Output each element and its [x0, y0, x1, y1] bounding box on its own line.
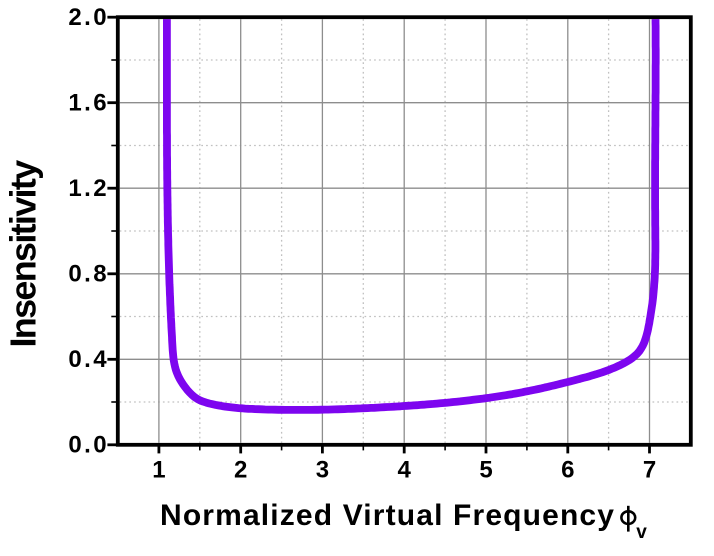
svg-text:v: v [636, 522, 647, 543]
svg-text:5: 5 [479, 457, 492, 484]
svg-text:4: 4 [398, 457, 412, 484]
svg-text:Insensitivity: Insensitivity [3, 160, 44, 348]
svg-text:0.0: 0.0 [68, 432, 109, 459]
svg-text:1: 1 [152, 457, 165, 484]
svg-text:6: 6 [561, 457, 574, 484]
svg-text:Normalized Virtual Frequency: Normalized Virtual Frequency [160, 499, 615, 532]
svg-text:0.4: 0.4 [68, 346, 109, 373]
svg-text:2.0: 2.0 [68, 4, 109, 31]
svg-text:1.6: 1.6 [68, 90, 109, 117]
svg-text:2: 2 [234, 457, 247, 484]
svg-text:7: 7 [643, 457, 656, 484]
svg-text:1.2: 1.2 [68, 175, 109, 202]
svg-text:0.8: 0.8 [68, 261, 109, 288]
svg-text:3: 3 [316, 457, 329, 484]
